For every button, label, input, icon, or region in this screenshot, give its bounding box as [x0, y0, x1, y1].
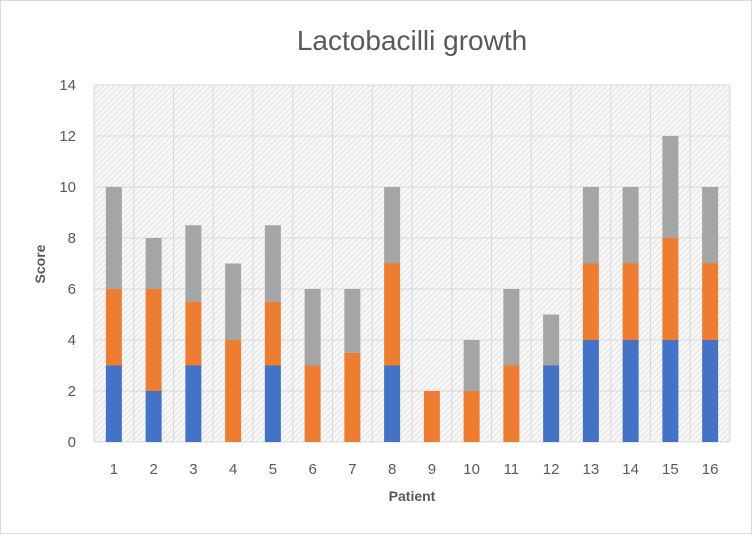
x-tick-label: 7 — [348, 461, 356, 478]
bar-segment — [145, 289, 162, 391]
x-tick-label: 11 — [504, 461, 520, 478]
bar-segment — [384, 365, 401, 442]
bar-segment — [185, 225, 202, 302]
bars — [105, 136, 719, 442]
x-tick-labels: 1 2 3 4 5 6 7 8 9 10 11 12 13 14 15 16 — [110, 461, 719, 478]
x-tick-label: 12 — [543, 461, 560, 478]
bar-segment — [304, 289, 321, 366]
x-tick-label: 8 — [388, 461, 396, 478]
y-tick-label: 0 — [68, 434, 76, 451]
bar-segment — [463, 340, 480, 391]
x-axis-title: Patient — [389, 488, 436, 504]
x-tick-label: 10 — [463, 461, 480, 478]
bar-segment — [105, 365, 122, 442]
x-tick-label: 9 — [428, 461, 436, 478]
y-tick-label: 8 — [68, 230, 76, 247]
bar-segment — [503, 365, 520, 442]
bar-segment — [185, 365, 202, 442]
x-tick-label: 5 — [269, 461, 277, 478]
bar-segment — [702, 340, 719, 442]
bar-segment — [503, 289, 520, 366]
bar-segment — [185, 301, 202, 366]
bar-segment — [344, 289, 361, 353]
bar-segment — [622, 340, 639, 442]
y-tick-label: 6 — [68, 281, 76, 298]
bar-segment — [702, 263, 719, 340]
y-tick-labels: 0 2 4 6 8 10 12 14 — [59, 77, 76, 451]
bar-segment — [344, 352, 361, 442]
x-tick-label: 14 — [622, 461, 639, 478]
bar-segment — [105, 289, 122, 366]
bar-segment — [384, 187, 401, 264]
bar-segment — [423, 391, 440, 442]
bar-segment — [702, 187, 719, 264]
bar-segment — [145, 238, 162, 289]
y-tick-label: 10 — [59, 179, 76, 196]
bar-segment — [582, 263, 599, 340]
x-tick-label: 2 — [149, 461, 157, 478]
x-tick-label: 3 — [189, 461, 197, 478]
y-tick-label: 2 — [68, 383, 76, 400]
bar-segment — [582, 340, 599, 442]
y-tick-label: 12 — [59, 128, 76, 145]
bar-segment — [582, 187, 599, 264]
x-tick-label: 1 — [110, 461, 118, 478]
bar-segment — [225, 340, 242, 442]
bar-segment — [264, 365, 281, 442]
bar-segment — [662, 136, 679, 238]
bar-segment — [145, 391, 162, 442]
bar-segment — [384, 263, 401, 366]
bar-segment — [622, 187, 639, 264]
x-tick-label: 16 — [702, 461, 719, 478]
x-tick-label: 6 — [308, 461, 316, 478]
bar-segment — [543, 365, 560, 442]
bar-segment — [304, 365, 321, 442]
bar-segment — [225, 263, 242, 340]
y-tick-label: 4 — [68, 332, 76, 349]
bar-segment — [662, 340, 679, 442]
bar-segment — [622, 263, 639, 340]
y-axis-title: Score — [32, 244, 48, 283]
bar-segment — [264, 301, 281, 366]
bar-segment — [463, 391, 480, 442]
bar-segment — [662, 238, 679, 340]
x-tick-label: 4 — [229, 461, 237, 478]
chart-title: Lactobacilli growth — [297, 25, 527, 56]
bar-segment — [105, 187, 122, 289]
bar-segment — [543, 314, 560, 366]
y-tick-label: 14 — [59, 77, 76, 94]
x-tick-label: 13 — [583, 461, 600, 478]
x-tick-label: 15 — [662, 461, 679, 478]
bar-segment — [264, 225, 281, 302]
